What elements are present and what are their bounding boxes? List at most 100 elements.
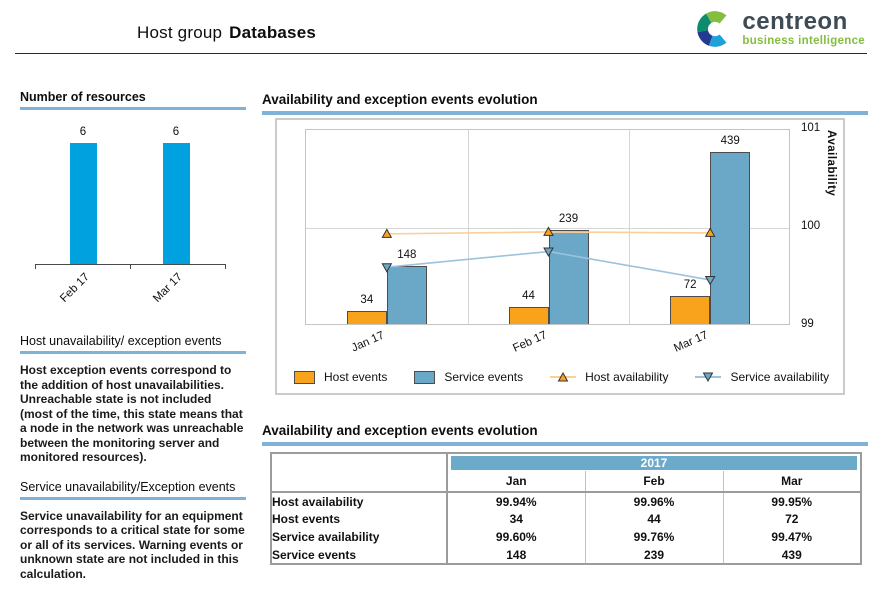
table-row: Host availability 99.94% 99.96% 99.95% xyxy=(271,492,861,510)
page-title: Host group Databases xyxy=(137,23,316,43)
table-corner-cell xyxy=(271,453,448,471)
gridline xyxy=(467,130,469,324)
host-events-swatch xyxy=(294,370,315,384)
table-row: Host events 34 44 72 xyxy=(271,510,861,528)
month-header: Feb xyxy=(584,471,723,493)
axis-tick xyxy=(130,264,131,269)
year-header: 2017 xyxy=(451,456,857,470)
time-axis-label: Mar 17 xyxy=(672,329,710,355)
row-value: 148 xyxy=(506,547,527,562)
table-corner-cell xyxy=(271,471,448,493)
availability-axis-title: Availability xyxy=(825,130,837,197)
time-axis-label: Feb 17 xyxy=(510,329,549,355)
row-label: Host events xyxy=(271,510,448,528)
row-value: 99.47% xyxy=(722,528,861,546)
table-year-row: 2017 xyxy=(271,453,861,471)
legend-item: Service availability xyxy=(695,370,829,384)
centreon-logo-text: centreon business intelligence xyxy=(742,10,865,48)
availability-tick-label: 99 xyxy=(801,318,814,330)
row-label: Service events xyxy=(271,546,448,564)
host-events-bar xyxy=(670,295,711,324)
host-unavailability-heading: Host unavailability/ exception events xyxy=(20,334,246,354)
service-unavailability-heading: Service unavailability/Exception events xyxy=(20,480,246,500)
row-label: Service availability xyxy=(271,528,448,546)
resources-chart-title: Number of resources xyxy=(20,90,246,110)
gridline xyxy=(629,130,631,324)
row-value: 99.94% xyxy=(495,494,537,509)
service-events-bar xyxy=(386,265,427,324)
header-divider xyxy=(15,53,867,54)
legend-label: Service events xyxy=(444,370,524,384)
row-value: 99.95% xyxy=(722,492,861,510)
service-events-bar xyxy=(710,151,751,324)
axis-tick xyxy=(225,264,226,269)
legend-label: Host availability xyxy=(585,370,669,384)
legend-item: Host availability xyxy=(550,370,668,384)
bar-value-label: 148 xyxy=(397,248,417,261)
centreon-logo-name: centreon xyxy=(742,8,848,36)
triangle-up-marker xyxy=(543,226,554,236)
centreon-logo-subtitle: business intelligence xyxy=(742,35,865,48)
row-value: 439 xyxy=(722,546,861,564)
host-unavailability-description: Host exception events correspond to the … xyxy=(20,363,244,464)
resource-bar xyxy=(162,143,190,264)
sidebar: Number of resources 6 6 Feb 17 Mar 17 Host … xyxy=(20,90,246,581)
resource-bar xyxy=(69,143,97,264)
triangle-up-marker xyxy=(704,227,716,237)
availability-tick-label: 101 xyxy=(801,122,821,134)
legend-item: Service events xyxy=(414,370,523,384)
legend-item: Host events xyxy=(294,370,387,384)
chart-section-title: Availability and exception events evolut… xyxy=(262,92,868,115)
resources-x-label: Mar 17 xyxy=(151,271,185,305)
service-events-swatch xyxy=(414,370,436,384)
chart-legend: Host events Service events Host availabili… xyxy=(294,370,829,384)
time-axis-label: Jan 17 xyxy=(349,329,387,355)
bar-value-label: 34 xyxy=(360,293,374,306)
table-row: Service availability 99.60% 99.76% 99.47% xyxy=(271,528,861,546)
table-row: Service events 148 239 439 xyxy=(271,546,861,564)
triangle-up-marker xyxy=(381,228,393,238)
service-unavailability-description: Service unavailability for an equipment … xyxy=(20,508,245,581)
row-value: 44 xyxy=(584,510,723,528)
availability-events-chart: 34 44 72 148 239 439 101 100 99 Availability Ja… xyxy=(275,118,845,395)
bar-value-label: 72 xyxy=(683,278,697,291)
legend-label: Host events xyxy=(324,370,388,384)
month-header: Jan xyxy=(447,471,585,493)
row-label: Host availability xyxy=(271,492,448,510)
availability-tick-label: 100 xyxy=(801,220,821,232)
availability-events-table: 2017 Jan Feb Mar Host availability 99.94% 99.9… xyxy=(270,452,862,565)
row-value: 34 xyxy=(509,512,523,526)
row-value: 239 xyxy=(584,546,723,564)
resource-bar-value: 6 xyxy=(79,126,87,139)
axis-tick xyxy=(35,264,36,269)
resources-x-label: Feb 17 xyxy=(58,271,92,305)
table-months-row: Jan Feb Mar xyxy=(271,471,861,493)
bar-value-label: 239 xyxy=(558,213,579,226)
legend-label: Service availability xyxy=(730,370,830,384)
page-title-hostgroup-name: Databases xyxy=(229,23,317,42)
bar-value-label: 439 xyxy=(720,134,740,147)
number-of-resources-chart: 6 6 Feb 17 Mar 17 xyxy=(20,110,246,310)
centreon-logo: centreon business intelligence xyxy=(696,10,865,48)
host-events-bar xyxy=(346,310,387,324)
triangle-down-marker xyxy=(543,247,554,258)
table-section-title: Availability and exception events evolut… xyxy=(262,423,868,446)
triangle-down-marker xyxy=(381,263,393,273)
page-title-prefix: Host group xyxy=(137,23,223,42)
row-value: 72 xyxy=(722,510,861,528)
triangle-down-marker xyxy=(704,275,716,286)
month-header: Mar xyxy=(722,471,861,493)
table-year-cell: 2017 xyxy=(447,453,861,471)
service-events-bar xyxy=(548,230,589,324)
row-value: 99.60% xyxy=(495,530,537,544)
host-events-bar xyxy=(508,306,549,324)
row-value: 99.76% xyxy=(584,528,723,546)
service-availability-marker-swatch xyxy=(695,372,722,383)
host-availability-marker-swatch xyxy=(550,371,577,382)
row-value: 99.96% xyxy=(584,492,723,510)
resource-bar-value: 6 xyxy=(172,126,180,139)
availability-lines-overlay xyxy=(381,226,716,286)
centreon-logo-icon xyxy=(697,11,727,47)
bar-value-label: 44 xyxy=(522,289,535,302)
